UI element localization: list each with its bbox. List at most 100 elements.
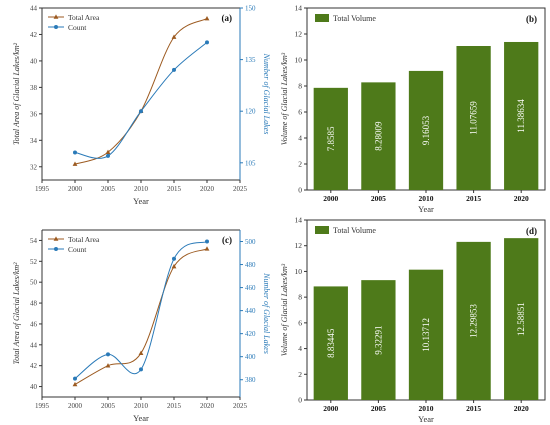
y2-tick-label: 420 — [245, 330, 256, 338]
y2-tick-label: 400 — [245, 353, 256, 361]
volume-bar — [313, 87, 348, 190]
x-tick-label: 2005 — [371, 404, 386, 413]
area-data-point — [171, 263, 177, 269]
y-tick-label: 12 — [295, 241, 303, 250]
volume-bar — [313, 286, 348, 400]
legend-label: Total Area — [68, 13, 100, 22]
y2-tick-label: 440 — [245, 307, 256, 315]
y-tick-label: 44 — [30, 5, 38, 13]
y-axis-title: Volume of Glacial Lakes/km³ — [280, 263, 289, 356]
x-tick-label: 2025 — [233, 185, 248, 193]
area-data-point — [72, 161, 78, 166]
volume-bar — [361, 82, 396, 190]
y-tick-label: 2 — [298, 370, 302, 379]
volume-bar — [504, 41, 539, 190]
volume-bar — [408, 70, 444, 190]
area-data-point — [171, 34, 177, 39]
volume-bar — [456, 46, 491, 190]
bar-value-label: 8.28009 — [373, 121, 383, 151]
legend-label: Total Volume — [333, 226, 376, 235]
y2-tick-label: 150 — [245, 5, 256, 13]
area-data-point — [105, 149, 111, 155]
panel-label: (a) — [222, 13, 233, 23]
x-tick-label: 2010 — [419, 194, 434, 203]
y-tick-label: 50 — [30, 279, 38, 287]
y-tick-label: 52 — [30, 258, 38, 266]
legend-swatch — [315, 14, 329, 22]
y-tick-label: 44 — [30, 341, 38, 349]
x-tick-label: 2015 — [466, 194, 481, 203]
y2-tick-label: 380 — [245, 376, 256, 384]
y-tick-label: 54 — [30, 237, 38, 245]
y2-tick-label: 480 — [245, 261, 256, 269]
x-tick-label: 2000 — [68, 185, 83, 193]
y-tick-label: 0 — [298, 396, 302, 405]
legend-label: Total Area — [68, 235, 100, 244]
y-tick-label: 6 — [298, 318, 302, 327]
volume-bar — [504, 238, 539, 400]
bar-value-label: 11.07659 — [469, 101, 479, 135]
x-tick-label: 2025 — [233, 402, 248, 410]
y-tick-label: 0 — [298, 186, 302, 195]
y-tick-label: 2 — [298, 160, 302, 169]
y-axis-title: Volume of Glacial Lakes/km³ — [280, 52, 289, 145]
x-tick-label: 2000 — [323, 194, 338, 203]
y-tick-label: 8 — [298, 82, 302, 91]
line-chart-panel: 1995 2000 2005 2010 2015 2020 2025 40 42 44 46 48 50… — [12, 229, 271, 423]
legend-label: Count — [68, 245, 87, 254]
bar-chart-panel: 0 2 4 6 8 10 12 14 2000 8.83445 2005 9.32291 2010 10.… — [280, 216, 546, 424]
y2-axis-title: Number of Glacial Lakes — [262, 53, 271, 135]
y2-tick-label: 105 — [245, 159, 256, 167]
y-tick-label: 42 — [30, 31, 38, 39]
y2-tick-label: 135 — [245, 56, 256, 64]
area-data-point — [204, 246, 210, 251]
area-data-point — [105, 363, 111, 368]
y-tick-label: 8 — [298, 293, 302, 302]
bar-value-label: 10.13712 — [421, 318, 431, 352]
count-data-point — [106, 352, 110, 357]
area-series-line — [74, 248, 208, 385]
volume-bar — [408, 269, 444, 400]
x-tick-label: 2010 — [134, 185, 149, 193]
volume-bar — [456, 241, 491, 400]
x-tick-label: 2020 — [200, 402, 215, 410]
x-axis-title: Year — [133, 413, 149, 423]
count-series-line — [74, 42, 208, 159]
legend-circle-icon — [54, 247, 58, 251]
legend-circle-icon — [54, 25, 58, 29]
area-series-line — [74, 18, 208, 165]
count-data-point — [205, 239, 209, 244]
count-data-point — [139, 109, 143, 114]
bar-chart-panel: 0 2 4 6 8 10 12 14 2000 7.8585 2005 8.28009 2010 9.16… — [280, 4, 546, 214]
bar-value-label: 8.83445 — [326, 328, 336, 358]
y-tick-label: 46 — [30, 320, 38, 328]
y-tick-label: 10 — [295, 267, 303, 276]
x-tick-label: 2020 — [514, 404, 529, 413]
y-tick-label: 6 — [298, 108, 302, 117]
y-tick-label: 48 — [30, 300, 38, 308]
count-data-point — [106, 153, 110, 158]
y-tick-label: 38 — [30, 84, 38, 92]
y-tick-label: 4 — [298, 134, 302, 143]
y2-tick-label: 120 — [245, 108, 256, 116]
x-axis-title: Year — [418, 204, 434, 214]
bar-value-label: 12.29853 — [469, 304, 479, 338]
y-tick-label: 14 — [295, 216, 303, 225]
panel-label: (c) — [222, 235, 232, 245]
legend-label: Count — [68, 23, 87, 32]
x-tick-label: 1995 — [35, 402, 50, 410]
x-tick-label: 2015 — [466, 404, 481, 413]
count-data-point — [205, 40, 209, 45]
y2-tick-label: 460 — [245, 284, 256, 292]
y-tick-label: 40 — [30, 57, 38, 65]
x-tick-label: 2005 — [371, 194, 386, 203]
x-tick-label: 2000 — [323, 404, 338, 413]
x-tick-label: 2005 — [101, 402, 116, 410]
x-axis-title: Year — [133, 196, 149, 206]
y-tick-label: 42 — [30, 362, 38, 370]
bar-value-label: 7.8585 — [326, 126, 336, 151]
legend-label: Total Volume — [333, 14, 376, 23]
y-tick-label: 40 — [30, 383, 38, 391]
count-data-point — [172, 256, 176, 261]
